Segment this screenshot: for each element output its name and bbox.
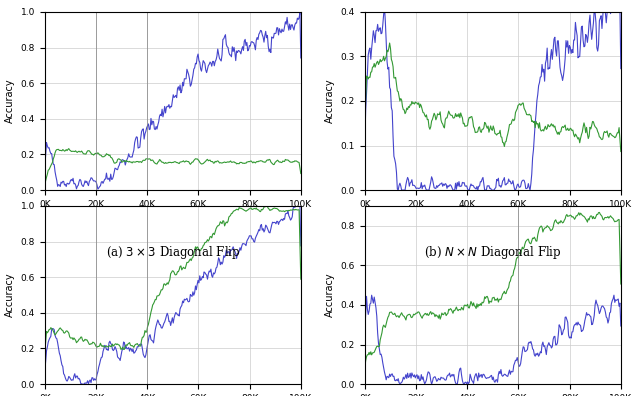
Y-axis label: Accuracy: Accuracy — [325, 79, 335, 123]
Text: (a) $3 \times 3$ Diagonal Flip: (a) $3 \times 3$ Diagonal Flip — [106, 244, 240, 261]
X-axis label: Step: Step — [162, 214, 184, 225]
X-axis label: Step: Step — [482, 214, 504, 225]
Legend: DreamerV3, PPO: DreamerV3, PPO — [104, 252, 241, 270]
Y-axis label: Accuracy: Accuracy — [5, 273, 15, 317]
Legend: DreamerV3, PPO: DreamerV3, PPO — [424, 252, 561, 270]
Y-axis label: Accuracy: Accuracy — [325, 273, 335, 317]
Text: (b) $N \times N$ Diagonal Flip: (b) $N \times N$ Diagonal Flip — [424, 244, 562, 261]
Y-axis label: Accuracy: Accuracy — [5, 79, 15, 123]
